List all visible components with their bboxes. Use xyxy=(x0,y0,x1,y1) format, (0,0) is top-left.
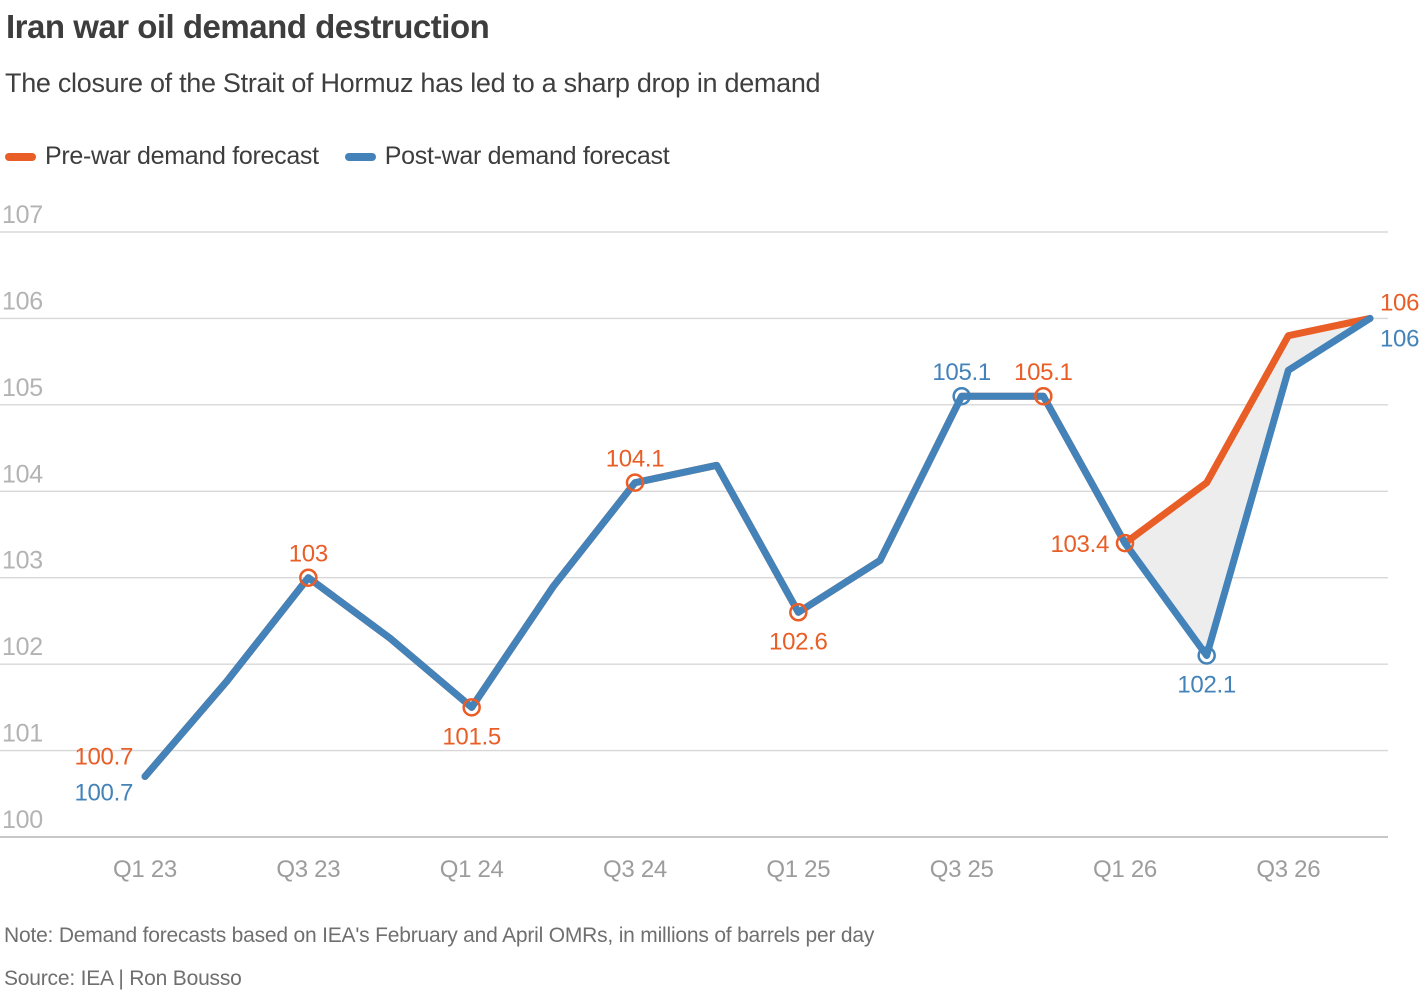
x-tick-label: Q1 23 xyxy=(113,856,177,883)
chart-subtitle: The closure of the Strait of Hormuz has … xyxy=(5,68,821,98)
y-tick-label: 101 xyxy=(2,720,43,748)
point-value-label: 104.1 xyxy=(606,446,665,473)
forecast-gap-area xyxy=(1125,318,1371,656)
point-marker-icon xyxy=(789,603,808,622)
point-value-label: 103.4 xyxy=(1050,531,1109,558)
x-tick-label: Q3 24 xyxy=(603,856,667,883)
point-marker-icon xyxy=(1115,533,1135,553)
point-value-label: 100.7 xyxy=(74,780,133,807)
post-war-swatch-icon xyxy=(344,152,376,161)
point-value-label: 105.1 xyxy=(1014,359,1073,386)
x-tick-label: Q3 26 xyxy=(1256,856,1320,883)
legend-label-pre-war: Pre-war demand forecast xyxy=(45,142,319,170)
chart-source: Source: IEA | Ron Bousso xyxy=(4,967,242,990)
legend-item-pre-war: Pre-war demand forecast xyxy=(5,142,319,171)
point-marker-icon xyxy=(462,698,481,717)
legend-label-post-war: Post-war demand forecast xyxy=(384,142,670,170)
y-tick-label: 103 xyxy=(2,547,43,575)
y-tick-label: 107 xyxy=(2,201,43,229)
post-war-line xyxy=(141,314,1374,780)
y-tick-label: 100 xyxy=(2,806,43,834)
point-value-label: 100.7 xyxy=(74,744,133,771)
y-tick-label: 106 xyxy=(2,287,43,315)
point-value-label: 103 xyxy=(289,541,328,568)
x-tick-label: Q1 24 xyxy=(440,856,504,883)
x-tick-label: Q1 25 xyxy=(766,856,830,883)
point-marker-icon xyxy=(299,568,318,587)
point-marker-icon xyxy=(1034,386,1053,406)
point-value-label: 105.1 xyxy=(932,359,991,386)
point-value-label: 102.6 xyxy=(769,628,828,655)
y-tick-label: 102 xyxy=(2,633,43,661)
legend-item-post-war: Post-war demand forecast xyxy=(344,142,670,171)
point-marker-icon xyxy=(625,473,645,492)
point-marker-icon xyxy=(1197,646,1216,665)
pre-war-swatch-icon xyxy=(5,152,36,161)
chart-note: Note: Demand forecasts based on IEA's Fe… xyxy=(4,924,875,947)
point-value-label: 101.5 xyxy=(442,723,501,750)
y-tick-label: 105 xyxy=(2,374,43,402)
point-value-label: 106 xyxy=(1380,325,1419,352)
y-tick-label: 104 xyxy=(2,460,43,488)
point-marker-icon xyxy=(952,386,971,406)
chart-title: Iran war oil demand destruction xyxy=(6,8,490,45)
x-tick-label: Q3 23 xyxy=(276,856,340,883)
point-value-label: 106 xyxy=(1380,289,1419,316)
x-tick-label: Q3 25 xyxy=(930,856,994,883)
x-tick-label: Q1 26 xyxy=(1093,856,1157,883)
legend: Pre-war demand forecast Post-war demand … xyxy=(5,142,670,171)
point-value-label: 102.1 xyxy=(1177,671,1236,698)
